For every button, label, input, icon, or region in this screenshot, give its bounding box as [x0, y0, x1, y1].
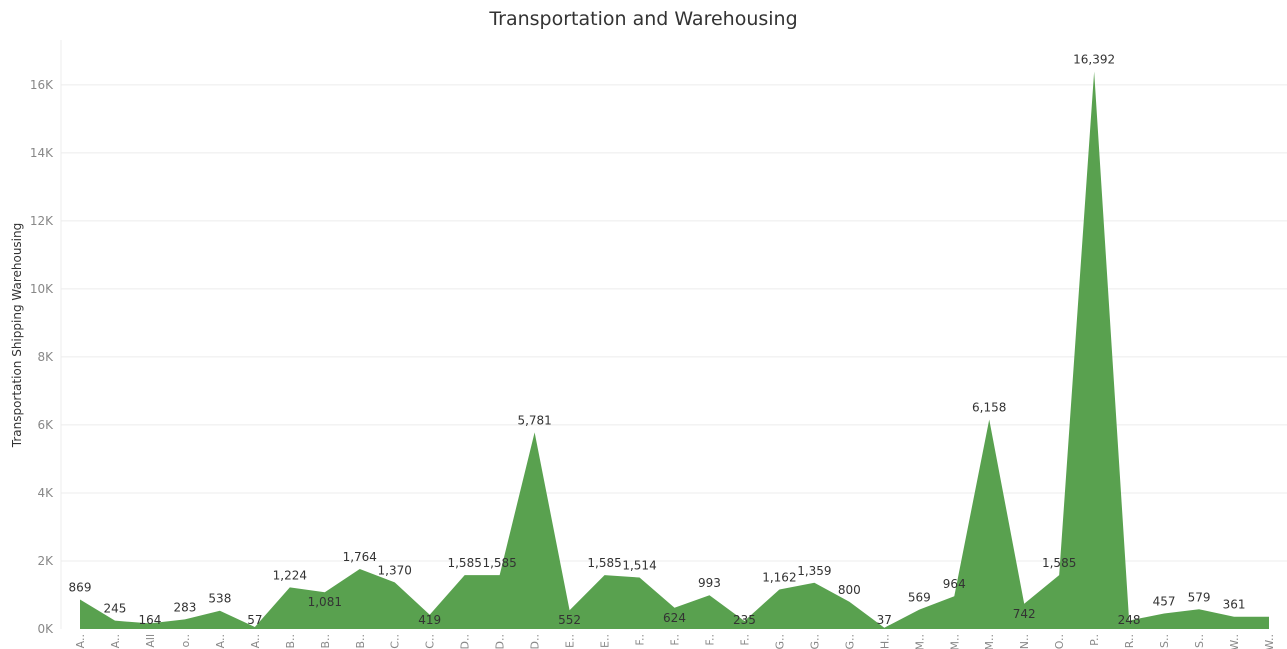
x-tick-label: W..: [1263, 634, 1276, 649]
y-axis-label: Transportation Shipping Warehousing: [10, 223, 24, 449]
data-label: 16,392: [1073, 52, 1115, 66]
data-label: 742: [1013, 607, 1036, 621]
data-label: 579: [1188, 590, 1211, 604]
data-label: 248: [1118, 613, 1141, 627]
x-tick-label: F..: [738, 634, 751, 646]
data-label: 235: [733, 613, 756, 627]
data-label: 419: [418, 613, 441, 627]
area-series: [80, 71, 1269, 630]
data-label: 283: [173, 600, 196, 614]
y-tick-label: 4K: [37, 486, 54, 500]
chart-title: Transportation and Warehousing: [489, 8, 798, 30]
y-tick-label: 10K: [30, 282, 54, 296]
data-label: 1,585: [587, 556, 621, 570]
x-tick-label: All: [144, 634, 157, 648]
y-tick-label: 16K: [30, 78, 54, 92]
data-label: 993: [698, 576, 721, 590]
y-tick-label: 8K: [37, 350, 54, 364]
x-tick-label: B..: [354, 634, 367, 649]
x-tick-label: W..: [1228, 634, 1241, 649]
data-label: 1,764: [343, 550, 377, 564]
x-tick-label: A..: [214, 634, 227, 648]
x-tick-label: S..: [1193, 634, 1206, 648]
data-label: 1,359: [797, 564, 831, 578]
data-label: 457: [1153, 594, 1176, 608]
x-axis-ticks: A.. A.. All o.. A.. A.. B.. B.. B.. C.. C.. D.. D.. D…: [74, 634, 1276, 649]
area-fill: [80, 71, 1269, 630]
x-tick-label: C..: [424, 634, 437, 649]
x-tick-label: A..: [249, 634, 262, 648]
x-tick-label: F..: [669, 634, 682, 646]
y-tick-label: 6K: [37, 418, 54, 432]
data-label: 245: [104, 602, 127, 616]
data-label: 964: [943, 577, 966, 591]
x-tick-label: D..: [529, 634, 542, 649]
data-label: 6,158: [972, 401, 1006, 415]
x-tick-label: P..: [1088, 634, 1101, 646]
x-tick-label: C..: [389, 634, 402, 649]
data-label: 37: [877, 613, 892, 627]
x-tick-label: M..: [983, 634, 996, 649]
x-tick-label: O..: [1053, 634, 1066, 649]
y-tick-label: 0K: [37, 622, 54, 636]
x-tick-label: F..: [634, 634, 647, 646]
y-tick-label: 12K: [30, 214, 54, 228]
x-tick-label: H..: [878, 634, 891, 649]
data-label: 361: [1223, 598, 1246, 612]
data-label: 1,224: [273, 568, 307, 582]
x-tick-label: E..: [564, 634, 577, 648]
data-label: 164: [138, 613, 161, 627]
y-tick-label: 2K: [37, 554, 54, 568]
x-tick-label: F..: [703, 634, 716, 646]
data-label: 1,370: [378, 563, 412, 577]
data-label: 1,081: [308, 595, 342, 609]
data-label: 1,585: [447, 556, 481, 570]
data-label: 624: [663, 611, 686, 625]
data-label: 1,514: [622, 559, 656, 573]
x-tick-label: R..: [1123, 634, 1136, 648]
data-label: 800: [838, 583, 861, 597]
x-tick-label: B..: [319, 634, 332, 649]
x-tick-label: o..: [179, 634, 192, 648]
x-tick-label: G..: [773, 634, 786, 649]
x-tick-label: M..: [948, 634, 961, 649]
data-label: 57: [247, 613, 262, 627]
x-tick-label: A..: [74, 634, 87, 648]
y-axis-ticks: 0K 2K 4K 6K 8K 10K 12K 14K 16K: [30, 78, 54, 636]
data-label: 552: [558, 613, 581, 627]
x-tick-label: S..: [1158, 634, 1171, 648]
x-tick-label: D..: [494, 634, 507, 649]
data-label: 538: [208, 592, 231, 606]
data-label: 1,162: [762, 570, 796, 584]
data-label: 1,585: [1042, 556, 1076, 570]
x-tick-label: N..: [1018, 634, 1031, 649]
x-tick-label: B..: [284, 634, 297, 649]
x-tick-label: A..: [109, 634, 122, 648]
y-tick-label: 14K: [30, 146, 54, 160]
data-label: 569: [908, 591, 931, 605]
x-tick-label: G..: [843, 634, 856, 649]
x-tick-label: E..: [599, 634, 612, 648]
data-label: 1,585: [482, 556, 516, 570]
data-label: 5,781: [517, 413, 551, 427]
x-tick-label: M..: [913, 634, 926, 649]
data-label: 869: [69, 580, 92, 594]
x-tick-label: G..: [808, 634, 821, 649]
x-tick-label: D..: [459, 634, 472, 649]
